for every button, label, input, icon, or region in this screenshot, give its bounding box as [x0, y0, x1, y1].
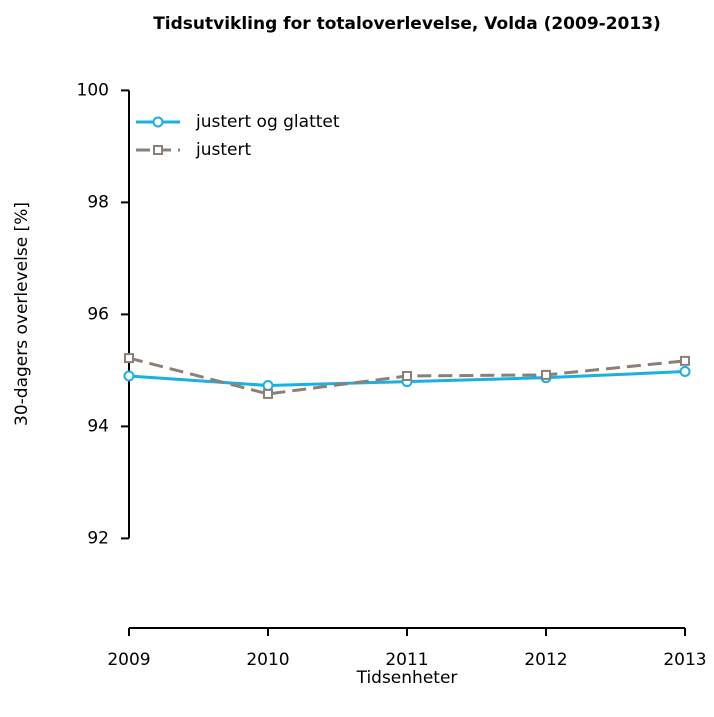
y-tick-label: 92	[87, 528, 109, 548]
x-tick-label: 2009	[107, 650, 150, 670]
chart-title: Tidsutvikling for totaloverlevelse, Vold…	[153, 14, 661, 34]
marker	[262, 380, 274, 392]
legend-marker	[153, 145, 163, 155]
marker	[680, 355, 690, 366]
y-tick-label: 94	[87, 416, 109, 436]
x-axis-label: Tidsenheter	[356, 668, 458, 688]
legend-label: justert	[195, 140, 251, 160]
marker	[263, 388, 273, 399]
marker	[124, 353, 134, 364]
x-tick-label: 2012	[524, 650, 567, 670]
y-tick-label: 100	[77, 80, 109, 100]
x-tick-label: 2013	[663, 650, 706, 670]
y-axis-label: 30-dagers overlevelse [%]	[12, 202, 32, 426]
legend-label: justert og glattet	[195, 112, 340, 132]
marker	[123, 370, 135, 382]
y-tick-label: 98	[87, 192, 109, 212]
legend-marker	[152, 116, 164, 128]
x-tick-label: 2011	[385, 650, 428, 670]
marker	[402, 371, 412, 381]
y-tick-label: 96	[87, 304, 109, 324]
marker	[541, 369, 551, 380]
marker	[679, 366, 691, 378]
x-tick-label: 2010	[246, 650, 289, 670]
